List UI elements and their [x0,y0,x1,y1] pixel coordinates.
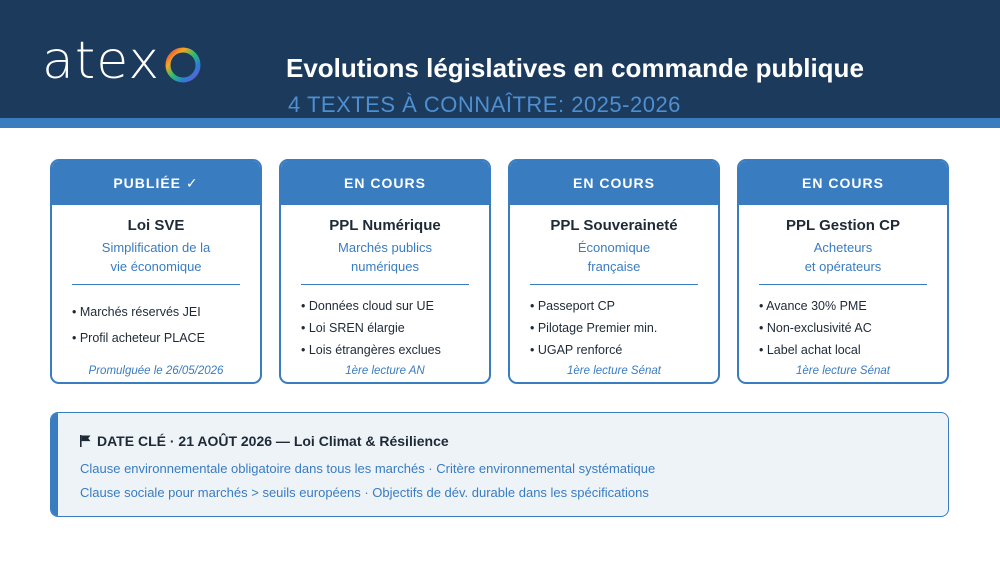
card-footer: Promulguée le 26/05/2026 [88,365,224,377]
header-band [0,0,1000,118]
card-description: Économique française [510,238,718,276]
header-stripe [0,118,1000,128]
card-description: Acheteurs et opérateurs [739,238,947,276]
card-status: EN COURS [510,161,718,205]
list-item: • Pilotage Premier min. [530,321,658,335]
key-date-line: Clause sociale pour marchés > seuils eur… [80,485,649,500]
card-title: Loi SVE [127,217,185,234]
logo-ring-icon [165,47,201,83]
card-list: • Passeport CP • Pilotage Premier min. •… [510,295,718,361]
card-list: • Données cloud sur UE • Loi SREN élargi… [281,295,489,361]
card-status: PUBLIÉE ✓ [52,161,260,205]
card-footer: 1ère lecture Sénat [567,365,661,377]
card-list: • Marchés réservés JEI • Profil acheteur… [52,299,260,351]
list-item: • Profil acheteur PLACE [72,331,205,345]
card-description-line: Acheteurs [813,240,873,255]
card-description-line: Économique [577,240,651,255]
card-ppl-gestion-cp: EN COURS PPL Gestion CP Acheteurs et opé… [737,159,949,384]
card-list: • Avance 30% PME • Non-exclusivité AC • … [739,295,947,361]
card-title: PPL Numérique [329,217,441,234]
card-footer: 1ère lecture Sénat [796,365,890,377]
logo-text: atex [42,31,161,91]
card-divider [301,284,469,285]
page-title: Evolutions législatives en commande publ… [286,53,864,83]
card-status: EN COURS [739,161,947,205]
list-item: • UGAP renforcé [530,343,623,357]
list-item: • Non-exclusivité AC [759,321,872,335]
key-date-accent-bar [51,413,58,516]
card-description-line: Simplification de la [101,240,211,255]
card-footer: 1ère lecture AN [345,365,425,377]
card-divider [72,284,240,285]
card-description: Marchés publics numériques [281,238,489,276]
card-divider [759,284,927,285]
flag-icon [80,435,91,447]
list-item: • Avance 30% PME [759,299,867,313]
card-description-line: numériques [351,259,419,274]
card-ppl-souverainete: EN COURS PPL Souveraineté Économique fra… [508,159,720,384]
card-description-line: Marchés publics [338,240,432,255]
card-status: EN COURS [281,161,489,205]
card-title: PPL Souveraineté [550,217,678,234]
card-divider [530,284,698,285]
key-date-panel: DATE CLÉ · 21 AOÛT 2026 — Loi Climat & R… [50,412,949,517]
card-description: Simplification de la vie économique [52,238,260,276]
key-date-title-text: DATE CLÉ · 21 AOÛT 2026 — Loi Climat & R… [97,433,449,449]
list-item: • Lois étrangères exclues [301,343,441,357]
card-ppl-numerique: EN COURS PPL Numérique Marchés publics n… [279,159,491,384]
card-description-line: vie économique [110,259,202,274]
card-title: PPL Gestion CP [786,217,900,234]
list-item: • Marchés réservés JEI [72,305,201,319]
card-description-line: française [587,259,641,274]
card-description-line: et opérateurs [804,259,882,274]
page-subtitle: 4 TEXTES À CONNAÎTRE: 2025-2026 [288,92,681,117]
list-item: • Loi SREN élargie [301,321,405,335]
list-item: • Label achat local [759,343,861,357]
list-item: • Passeport CP [530,299,615,313]
key-date-title: DATE CLÉ · 21 AOÛT 2026 — Loi Climat & R… [80,433,449,449]
atexo-logo: atex [42,28,204,94]
key-date-line: Clause environnementale obligatoire dans… [80,461,656,476]
card-loi-sve: PUBLIÉE ✓ Loi SVE Simplification de la v… [50,159,262,384]
list-item: • Données cloud sur UE [301,299,434,313]
